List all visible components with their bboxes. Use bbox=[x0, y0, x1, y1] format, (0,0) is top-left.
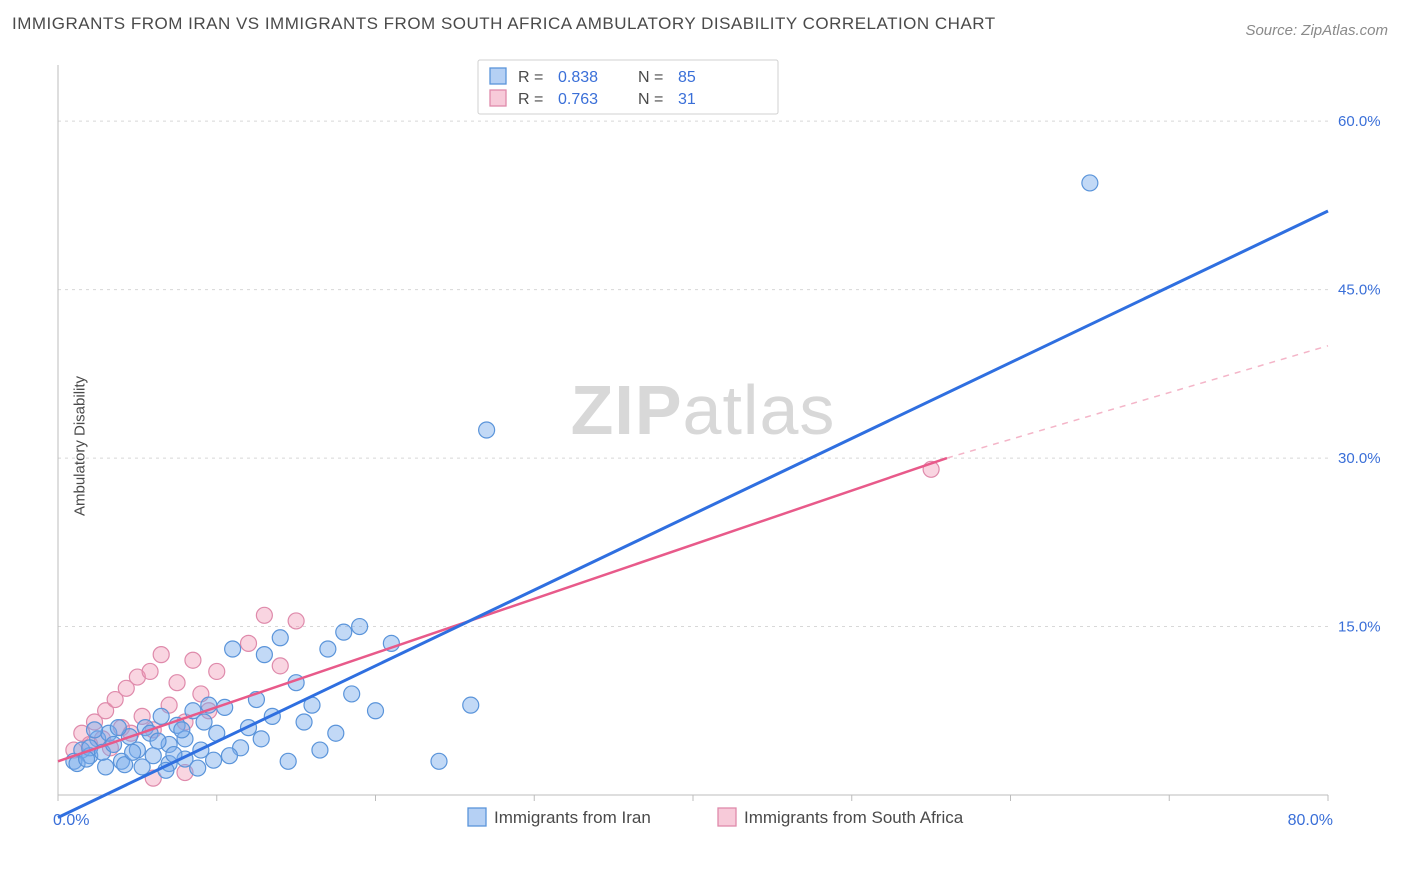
data-point bbox=[296, 714, 312, 730]
data-point bbox=[153, 708, 169, 724]
legend-stat: 85 bbox=[678, 69, 696, 86]
data-point bbox=[134, 759, 150, 775]
legend-stat: 0.763 bbox=[558, 91, 598, 108]
legend-label-south-africa: Immigrants from South Africa bbox=[744, 808, 964, 827]
data-point bbox=[221, 748, 237, 764]
y-tick-label: 15.0% bbox=[1338, 619, 1381, 636]
data-point bbox=[142, 663, 158, 679]
data-point bbox=[98, 759, 114, 775]
legend-swatch-blue bbox=[468, 808, 486, 826]
legend-swatch-pink bbox=[490, 90, 506, 106]
legend-stat: 0.838 bbox=[558, 69, 598, 86]
data-point bbox=[110, 720, 126, 736]
trend-line-blue bbox=[58, 211, 1328, 817]
data-point bbox=[368, 703, 384, 719]
trend-line-pink bbox=[58, 458, 947, 761]
data-point bbox=[185, 652, 201, 668]
data-point bbox=[272, 658, 288, 674]
data-point bbox=[344, 686, 360, 702]
legend-swatch-blue bbox=[490, 68, 506, 84]
data-point bbox=[125, 744, 141, 760]
trend-line-pink-extrapolated bbox=[947, 346, 1328, 458]
data-point bbox=[256, 607, 272, 623]
data-point bbox=[225, 641, 241, 657]
x-min-label: 0.0% bbox=[53, 812, 89, 829]
legend-label-iran: Immigrants from Iran bbox=[494, 808, 651, 827]
data-point bbox=[288, 613, 304, 629]
data-point bbox=[463, 697, 479, 713]
legend-stat: R = bbox=[518, 91, 543, 108]
data-point bbox=[174, 722, 190, 738]
data-point bbox=[153, 647, 169, 663]
data-point bbox=[241, 635, 257, 651]
plot-area: 15.0% 30.0% 45.0% 60.0% 0.0% 80.0% R = 0.838 N… bbox=[48, 55, 1388, 845]
data-point bbox=[479, 422, 495, 438]
data-point bbox=[352, 619, 368, 635]
y-tick-label: 30.0% bbox=[1338, 450, 1381, 467]
legend-stat: 31 bbox=[678, 91, 696, 108]
data-point bbox=[150, 733, 166, 749]
chart-container: IMMIGRANTS FROM IRAN VS IMMIGRANTS FROM … bbox=[0, 0, 1406, 892]
data-point bbox=[272, 630, 288, 646]
data-point bbox=[431, 753, 447, 769]
data-point bbox=[256, 647, 272, 663]
x-max-label: 80.0% bbox=[1288, 812, 1333, 829]
data-point bbox=[87, 722, 103, 738]
data-point bbox=[169, 675, 185, 691]
legend-swatch-pink bbox=[718, 808, 736, 826]
y-tick-label: 45.0% bbox=[1338, 282, 1381, 299]
legend-stat: N = bbox=[638, 91, 663, 108]
data-point bbox=[209, 663, 225, 679]
scatter-chart: 15.0% 30.0% 45.0% 60.0% 0.0% 80.0% R = 0.838 N… bbox=[48, 55, 1388, 845]
data-point bbox=[190, 760, 206, 776]
data-point bbox=[196, 714, 212, 730]
legend-stat: R = bbox=[518, 69, 543, 86]
legend-stat: N = bbox=[638, 69, 663, 86]
chart-title: IMMIGRANTS FROM IRAN VS IMMIGRANTS FROM … bbox=[12, 14, 996, 34]
y-tick-label: 60.0% bbox=[1338, 113, 1381, 130]
data-point bbox=[206, 752, 222, 768]
data-point bbox=[1082, 175, 1098, 191]
data-point bbox=[253, 731, 269, 747]
data-point bbox=[320, 641, 336, 657]
data-point bbox=[336, 624, 352, 640]
source-attribution: Source: ZipAtlas.com bbox=[1245, 22, 1388, 39]
data-point bbox=[328, 725, 344, 741]
data-point bbox=[280, 753, 296, 769]
data-point bbox=[312, 742, 328, 758]
